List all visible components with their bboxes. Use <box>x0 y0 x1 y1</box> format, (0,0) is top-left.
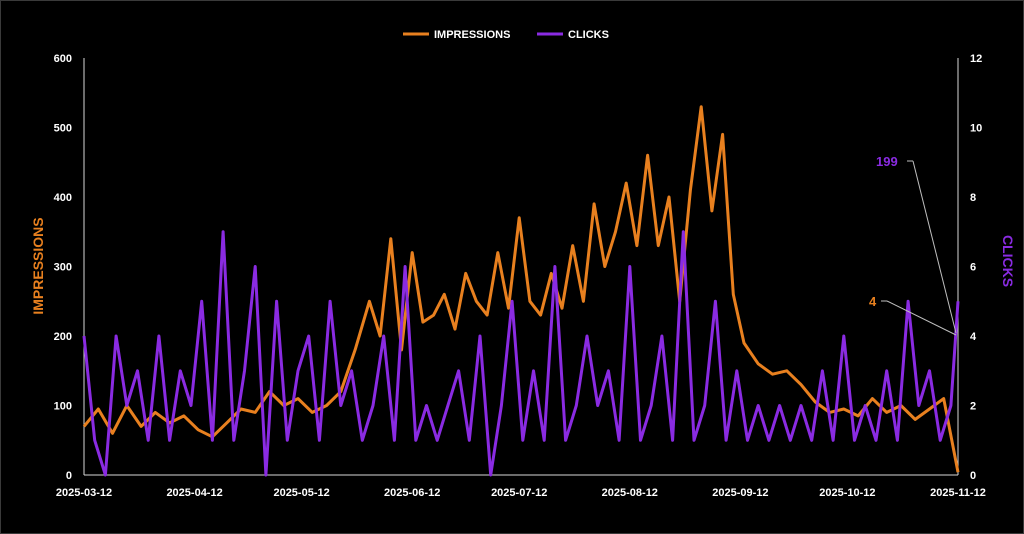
y-right-tick-label: 0 <box>970 470 976 482</box>
y-right-tick-label: 12 <box>970 53 982 65</box>
series-layer <box>82 105 960 477</box>
y-right-tick-label: 2 <box>970 401 976 413</box>
x-tick-label: 2025-07-12 <box>491 487 547 499</box>
x-tick-label: 2025-05-12 <box>273 487 329 499</box>
series-line-clicks <box>82 230 960 477</box>
y-left-tick-label: 100 <box>54 401 72 413</box>
x-tick-label: 2025-11-12 <box>930 487 986 499</box>
y-right-ticks: 0 2 4 6 8 10 12 <box>970 53 982 482</box>
y-left-tick-label: 300 <box>54 262 72 274</box>
legend-label-impressions: IMPRESSIONS <box>434 29 510 41</box>
y-right-tick-label: 10 <box>970 123 982 135</box>
y-left-tick-label: 0 <box>66 470 72 482</box>
y-right-tick-label: 8 <box>970 192 976 204</box>
x-tick-label: 2025-06-12 <box>384 487 440 499</box>
y-left-axis-title: IMPRESSIONS <box>30 217 46 314</box>
end-labels: 199 4 <box>869 154 957 336</box>
y-right-tick-label: 6 <box>970 262 976 274</box>
y-left-tick-label: 500 <box>54 123 72 135</box>
legend-label-clicks: CLICKS <box>568 29 609 41</box>
callout-line-impressions-diag <box>886 300 957 336</box>
x-ticks: 2025-03-12 2025-04-12 2025-05-12 2025-06-12… <box>56 487 986 499</box>
x-tick-label: 2025-10-12 <box>819 487 875 499</box>
y-left-tick-label: 200 <box>54 331 72 343</box>
x-tick-label: 2025-03-12 <box>56 487 112 499</box>
series-line-impressions <box>82 105 960 473</box>
x-tick-label: 2025-04-12 <box>166 487 222 499</box>
end-label-impressions: 4 <box>869 294 877 309</box>
legend: IMPRESSIONS CLICKS <box>403 29 609 41</box>
y-right-axis-title: CLICKS <box>1000 235 1016 287</box>
end-label-clicks: 199 <box>876 154 898 169</box>
x-tick-label: 2025-08-12 <box>602 487 658 499</box>
y-left-tick-label: 400 <box>54 192 72 204</box>
y-right-tick-label: 4 <box>970 331 977 343</box>
y-left-ticks: 0 100 200 300 400 500 600 <box>54 53 72 482</box>
callout-line-clicks-diag <box>912 160 957 334</box>
x-tick-label: 2025-09-12 <box>712 487 768 499</box>
y-left-tick-label: 600 <box>54 53 72 65</box>
